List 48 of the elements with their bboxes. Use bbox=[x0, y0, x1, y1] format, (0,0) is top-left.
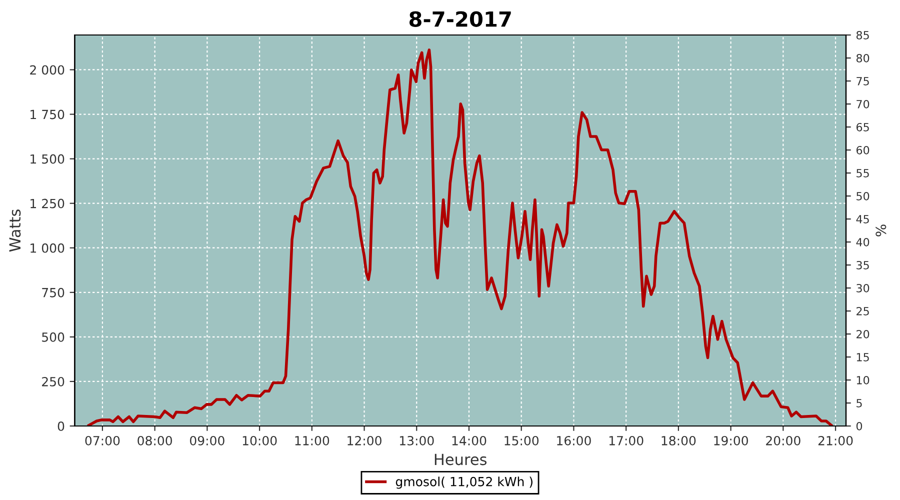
y2-tick-label: 5 bbox=[856, 399, 862, 408]
x-tick-label: 09:00 bbox=[190, 436, 224, 446]
y-axis-title: Watts bbox=[9, 210, 21, 252]
x-tick-label: 08:00 bbox=[138, 436, 172, 446]
x-tick-label: 11:00 bbox=[295, 436, 330, 446]
y2-tick-label: 70 bbox=[856, 100, 870, 108]
x-tick-label: 07:00 bbox=[85, 436, 120, 446]
y2-tick-label: 0 bbox=[856, 422, 862, 430]
y2-tick-label: 40 bbox=[856, 238, 870, 246]
y2-tick-label: 25 bbox=[856, 306, 869, 316]
y2-tick-label: 75 bbox=[856, 77, 869, 86]
x-tick-label: 14:00 bbox=[452, 436, 486, 446]
y2-tick-label: 80 bbox=[856, 54, 870, 62]
y-tick-label: 1 250 bbox=[30, 198, 64, 208]
y2-tick-label: 35 bbox=[856, 260, 869, 270]
y2-axis-title: % bbox=[876, 224, 886, 236]
y-tick-label: 2 000 bbox=[30, 65, 64, 75]
y-tick-label: 250 bbox=[42, 376, 64, 386]
x-tick-label: 15:00 bbox=[504, 436, 539, 446]
chart-title: 8-7-2017 bbox=[409, 11, 511, 27]
x-tick-label: 12:00 bbox=[348, 436, 382, 446]
y2-tick-label: 10 bbox=[856, 376, 870, 384]
x-tick-label: 17:00 bbox=[609, 436, 644, 446]
y-tick-label: 750 bbox=[42, 288, 64, 298]
x-tick-label: 19:00 bbox=[714, 436, 748, 446]
y2-tick-label: 85 bbox=[856, 30, 869, 40]
y2-tick-label: 45 bbox=[856, 215, 869, 224]
x-tick-label: 16:00 bbox=[557, 436, 591, 446]
y2-tick-label: 65 bbox=[856, 122, 869, 132]
x-tick-label: 13:00 bbox=[400, 436, 434, 446]
y2-tick-label: 50 bbox=[856, 192, 870, 200]
y2-tick-label: 60 bbox=[856, 146, 870, 154]
y-tick-label: 1 000 bbox=[30, 243, 64, 253]
legend-label: gmosol( 11,052 kWh ) bbox=[396, 476, 532, 489]
y-tick-label: 1 750 bbox=[30, 110, 64, 120]
line-series bbox=[87, 48, 833, 426]
x-axis-title: Heures bbox=[434, 454, 487, 466]
x-tick-label: 21:00 bbox=[818, 436, 853, 446]
y-tick-label: 500 bbox=[42, 332, 64, 342]
y2-tick-label: 15 bbox=[856, 353, 869, 362]
y-tick-label: 1 500 bbox=[30, 154, 64, 164]
y2-tick-label: 20 bbox=[856, 330, 870, 338]
y2-tick-label: 30 bbox=[856, 284, 870, 292]
x-tick-label: 10:00 bbox=[242, 436, 277, 446]
x-tick-label: 20:00 bbox=[766, 436, 800, 446]
x-tick-label: 18:00 bbox=[662, 436, 696, 446]
y-tick-label: 0 bbox=[58, 421, 64, 431]
y2-tick-label: 55 bbox=[856, 169, 869, 178]
